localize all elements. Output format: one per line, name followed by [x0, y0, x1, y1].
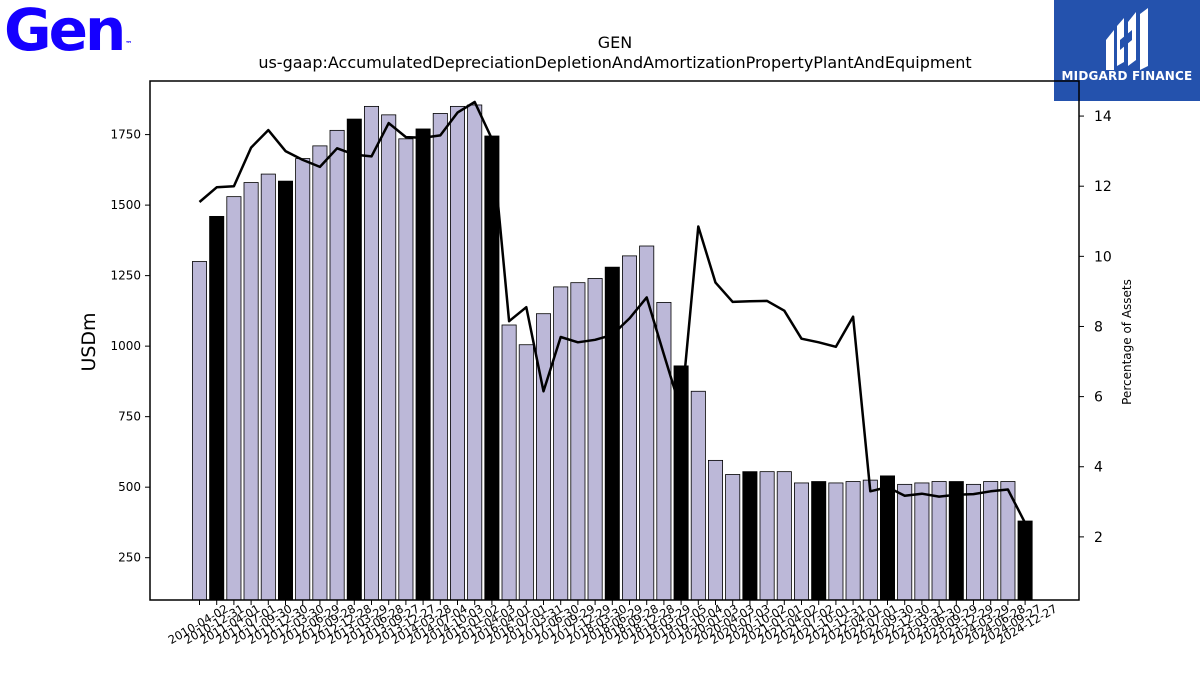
bar [1017, 520, 1033, 601]
bar [742, 471, 758, 601]
y2-tick-label: 14 [1094, 109, 1112, 125]
y-tick-label: 1750 [110, 128, 141, 142]
bar [622, 255, 638, 601]
bar [432, 113, 448, 601]
y2-tick-label: 12 [1094, 179, 1112, 195]
y2-tick-label: 6 [1094, 390, 1103, 406]
bar [553, 286, 569, 601]
bar [880, 475, 896, 601]
bar-group [191, 104, 1033, 601]
y-tick-label: 1500 [110, 198, 141, 212]
bar [518, 344, 534, 601]
y-tick-label: 1000 [110, 339, 141, 353]
bar [484, 135, 500, 601]
plot-frame [149, 80, 1080, 601]
x-axis: 2010-04-022010-12-312011-04-012011-07-01… [166, 600, 1060, 647]
bar [690, 390, 706, 601]
bar [914, 482, 930, 601]
bar [862, 479, 878, 601]
y2-tick-label: 2 [1094, 530, 1103, 546]
bar [501, 324, 517, 601]
bar [759, 471, 775, 601]
chart-subtitle: us-gaap:AccumulatedDepreciationDepletion… [258, 53, 971, 72]
bar [656, 302, 672, 601]
bar [277, 180, 293, 601]
bar [226, 196, 242, 601]
bar [983, 481, 999, 601]
bar [536, 313, 552, 601]
bar [381, 114, 397, 601]
percentage-line [198, 100, 1027, 524]
bar [604, 266, 620, 601]
bar [467, 104, 483, 601]
bar [725, 474, 741, 601]
midgard-logo-text: MIDGARD FINANCE [1061, 69, 1193, 83]
bar [398, 138, 414, 601]
y-axis-label: USDm [78, 312, 100, 371]
bar [966, 483, 982, 601]
gen-logo-text: Gen [4, 0, 126, 64]
bar [346, 118, 362, 601]
bar [209, 215, 225, 601]
bar [794, 482, 810, 601]
y2-tick-label: 10 [1094, 249, 1112, 265]
bar [570, 282, 586, 601]
y-tick-label: 250 [118, 551, 141, 565]
trademark-mark: ™ [125, 40, 133, 48]
y2-tick-label: 4 [1094, 460, 1103, 476]
bar [449, 105, 465, 601]
right-axis: 2 4 6 8 10 12 14 [1079, 109, 1112, 546]
y2-tick-label: 8 [1094, 319, 1103, 335]
midgard-m-icon [1106, 8, 1148, 70]
bar [312, 145, 328, 601]
y-tick-label: 500 [118, 480, 141, 494]
bar [260, 173, 276, 601]
bar [811, 481, 827, 601]
bar [828, 482, 844, 601]
bar [243, 182, 259, 601]
bar [329, 129, 345, 601]
bar [931, 481, 947, 601]
bar [191, 261, 207, 601]
left-axis: 250 500 750 1000 1250 1500 1750 [110, 128, 150, 565]
bar [708, 459, 724, 601]
bar [776, 471, 792, 601]
bar [415, 128, 431, 601]
bar [295, 158, 311, 601]
y2-axis-label: Percentage of Assets [1120, 279, 1134, 405]
bar [363, 105, 379, 601]
bar [845, 481, 861, 601]
gen-logo: Gen ™ [4, 0, 133, 60]
bar [897, 483, 913, 601]
line-layer [198, 100, 1027, 524]
bar [587, 278, 603, 601]
y-tick-label: 1250 [110, 269, 141, 283]
bar [948, 481, 964, 601]
chart-title: GEN [598, 33, 632, 52]
y-tick-label: 750 [118, 410, 141, 424]
